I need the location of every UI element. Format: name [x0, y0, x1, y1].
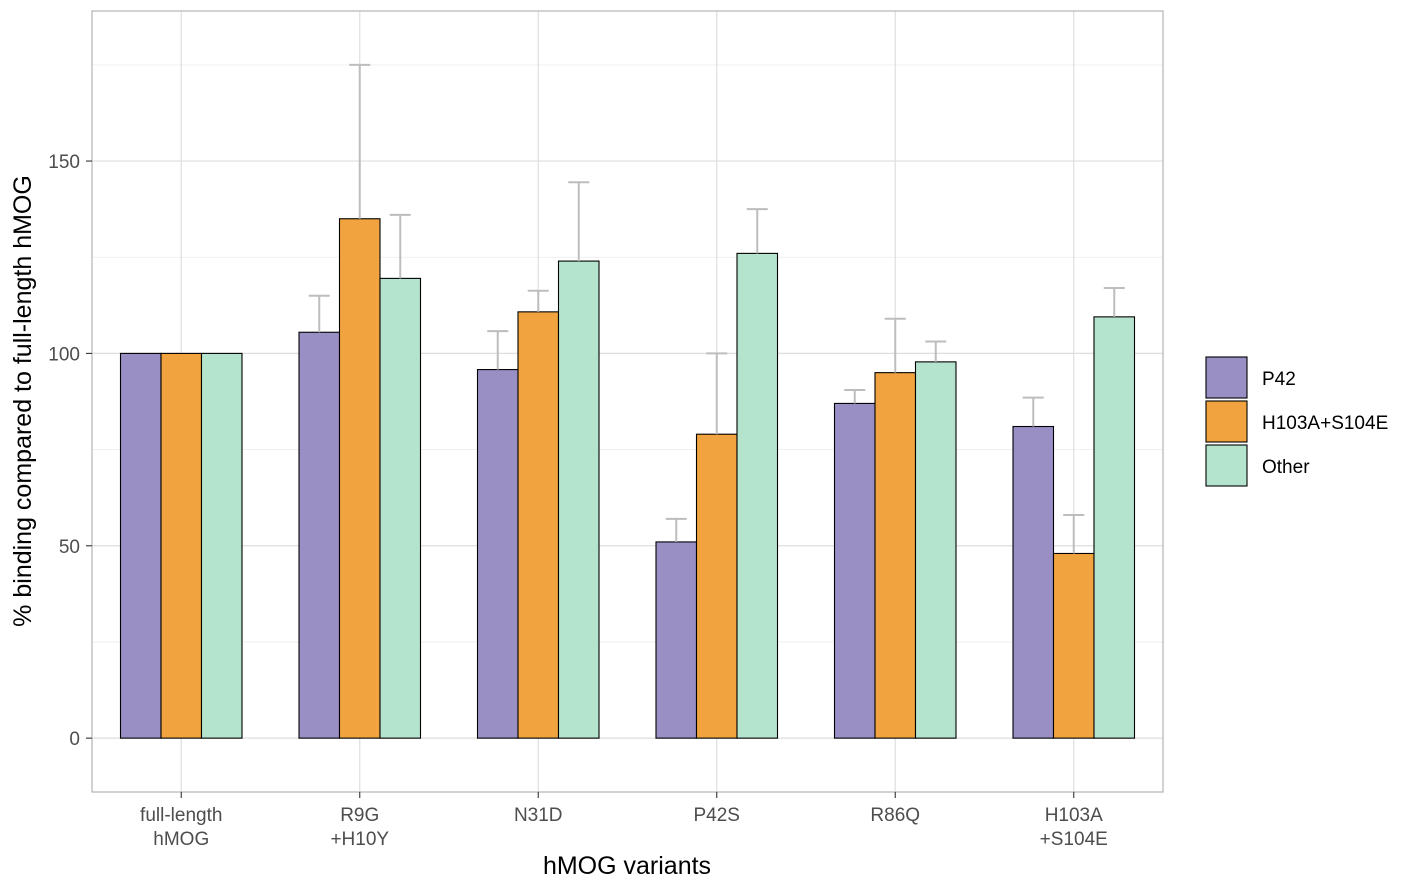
x-tick-label: +S104E	[1040, 829, 1108, 850]
x-tick-label: H103A	[1045, 805, 1103, 826]
bar	[833, 402, 876, 739]
bar	[476, 369, 519, 739]
x-tick-label: N31D	[514, 805, 563, 826]
x-axis-ticks: full-length hMOG R9G +H10Y N31D P42S R86Q H103A…	[140, 792, 1108, 850]
bar	[914, 361, 957, 739]
x-tick-label: R86Q	[870, 805, 920, 826]
bar	[736, 252, 779, 739]
bar	[517, 311, 560, 739]
bars	[119, 218, 1136, 739]
bar	[338, 218, 381, 739]
y-tick-label: 0	[69, 729, 80, 750]
y-axis-ticks: 0 50 100 150	[48, 152, 92, 750]
bar	[557, 260, 600, 739]
legend: P42 H103A+S104E Other	[1205, 356, 1388, 487]
bar	[655, 541, 698, 739]
bar	[874, 372, 917, 739]
bar	[160, 352, 203, 739]
bar	[119, 352, 162, 739]
x-tick-label: P42S	[694, 805, 740, 826]
legend-key	[1205, 400, 1248, 443]
x-tick-label: R9G	[340, 805, 379, 826]
y-axis-title: % binding compared to full-length hMOG	[9, 175, 37, 627]
x-tick-label: hMOG	[153, 829, 209, 850]
bar	[1093, 316, 1136, 739]
bar	[200, 352, 243, 739]
legend-label: P42	[1262, 369, 1296, 390]
legend-key	[1205, 444, 1248, 487]
x-tick-label: full-length	[140, 805, 222, 826]
x-tick-label: +H10Y	[330, 829, 389, 850]
y-tick-label: 50	[59, 537, 80, 558]
bar	[1012, 425, 1055, 739]
x-axis-title: hMOG variants	[543, 852, 711, 880]
bar	[695, 433, 738, 739]
error-bars	[308, 63, 1125, 554]
plot-border	[91, 10, 1164, 793]
plot-panel	[92, 11, 1163, 792]
bar	[298, 331, 341, 739]
legend-label: H103A+S104E	[1262, 413, 1388, 434]
bar	[379, 277, 422, 739]
y-tick-label: 150	[48, 152, 80, 173]
y-tick-label: 100	[48, 344, 80, 365]
legend-key	[1205, 356, 1248, 399]
bar	[1052, 552, 1095, 739]
legend-label: Other	[1262, 457, 1310, 478]
